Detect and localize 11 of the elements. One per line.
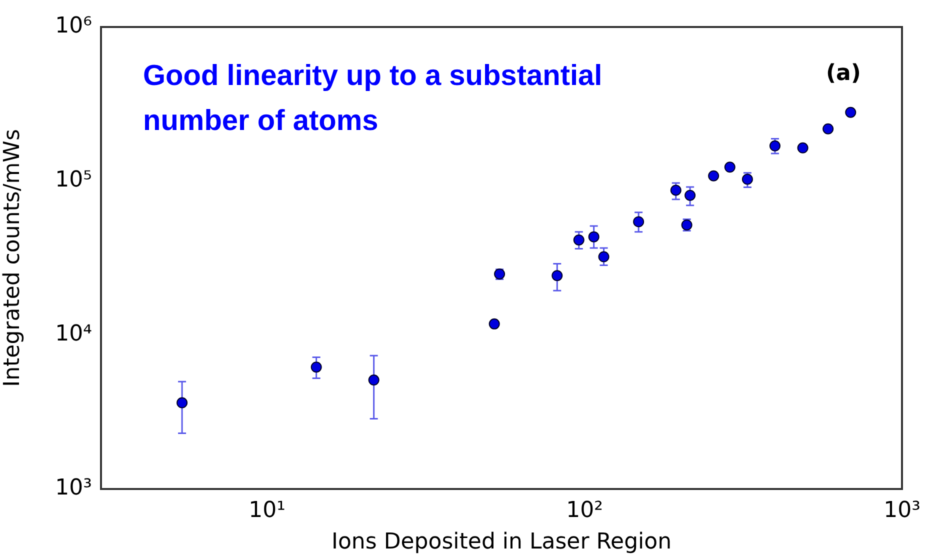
annotation: Good linearity up to a substantial number of atoms — [143, 60, 602, 137]
x-axis-title: Ions Deposited in Laser Region — [331, 530, 672, 555]
x-tick-label: 10¹ — [248, 498, 286, 523]
x-tick-label: 10³ — [884, 498, 920, 523]
annotation: (a) — [826, 61, 861, 86]
y-axis-title: Integrated counts/mWs — [0, 129, 25, 387]
y-tick-label: 10³ — [55, 476, 92, 501]
y-tick-label: 10⁶ — [55, 14, 92, 39]
x-tick-label: 10² — [566, 498, 603, 523]
y-tick-label: 10⁴ — [55, 322, 92, 347]
y-tick-label: 10⁵ — [55, 168, 92, 193]
